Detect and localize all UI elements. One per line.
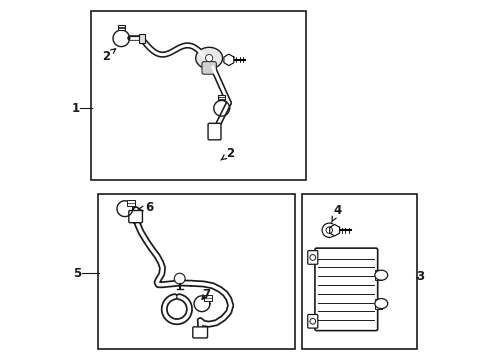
Circle shape [310,255,316,260]
Bar [204,294,212,301]
FancyBboxPatch shape [202,62,216,74]
Bar [218,95,225,100]
Text: 7: 7 [202,288,210,301]
Bar [91,12,306,180]
Circle shape [205,54,213,62]
Text: 1: 1 [72,102,79,115]
Text: 2: 2 [221,147,234,160]
Polygon shape [224,54,234,66]
Circle shape [310,319,316,324]
FancyBboxPatch shape [208,123,221,140]
Bar [98,194,295,348]
Circle shape [326,227,333,233]
Text: 4: 4 [332,204,342,222]
Text: 5: 5 [74,267,82,280]
Polygon shape [330,225,340,236]
Circle shape [174,273,185,284]
Bar [375,270,382,280]
Ellipse shape [375,298,388,309]
Bar [127,199,135,206]
Bar [118,25,125,30]
Text: 6: 6 [139,202,153,215]
FancyBboxPatch shape [193,327,208,338]
FancyBboxPatch shape [308,251,318,264]
Text: 2: 2 [102,49,116,63]
Bar [139,34,145,43]
FancyBboxPatch shape [308,315,318,328]
Bar [302,194,417,348]
Ellipse shape [375,270,388,280]
Bar [375,298,382,309]
Text: 3: 3 [416,270,424,283]
FancyBboxPatch shape [315,248,378,330]
FancyBboxPatch shape [129,211,143,223]
Ellipse shape [196,47,222,69]
Circle shape [322,223,337,237]
